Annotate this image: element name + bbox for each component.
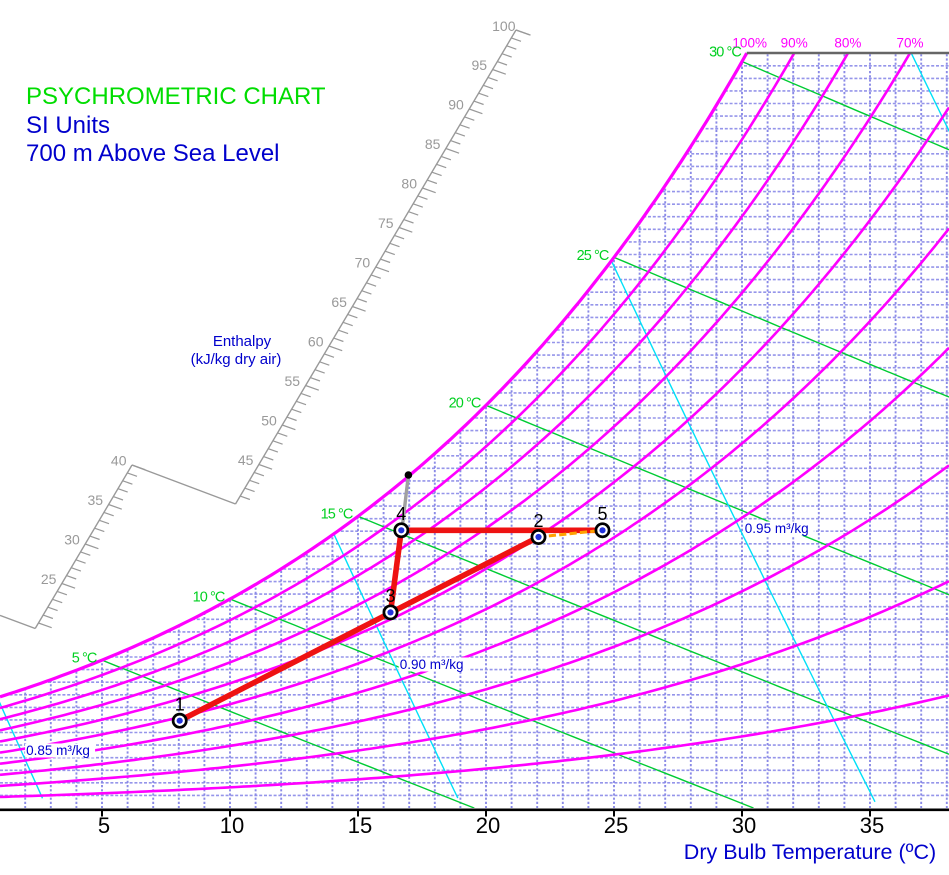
svg-text:80%: 80% xyxy=(834,36,861,51)
svg-text:30: 30 xyxy=(64,532,80,548)
svg-text:3: 3 xyxy=(385,586,395,606)
svg-text:25 °C: 25 °C xyxy=(577,248,609,264)
svg-text:30: 30 xyxy=(732,813,756,838)
svg-text:65: 65 xyxy=(331,294,347,310)
svg-text:5: 5 xyxy=(597,504,607,524)
svg-text:SI Units: SI Units xyxy=(26,112,110,139)
svg-text:35: 35 xyxy=(88,492,104,508)
svg-text:30 °C: 30 °C xyxy=(709,45,741,61)
svg-text:100: 100 xyxy=(492,18,516,34)
svg-text:(kJ/kg dry air): (kJ/kg dry air) xyxy=(191,351,282,368)
svg-text:85: 85 xyxy=(425,136,441,152)
svg-text:15 °C: 15 °C xyxy=(321,507,353,523)
svg-text:15: 15 xyxy=(348,813,372,838)
svg-text:2: 2 xyxy=(533,511,543,531)
svg-text:Enthalpy: Enthalpy xyxy=(213,333,272,350)
svg-text:20 °C: 20 °C xyxy=(449,396,481,412)
svg-text:0.85 m³/kg: 0.85 m³/kg xyxy=(26,743,90,758)
svg-text:1: 1 xyxy=(175,695,185,715)
svg-text:4: 4 xyxy=(396,504,406,524)
svg-text:45: 45 xyxy=(238,452,254,468)
svg-text:25: 25 xyxy=(604,813,628,838)
svg-text:50: 50 xyxy=(261,413,277,429)
svg-text:55: 55 xyxy=(285,373,301,389)
svg-text:80: 80 xyxy=(401,176,417,192)
svg-text:0.90 m³/kg: 0.90 m³/kg xyxy=(400,657,464,672)
svg-text:700 m Above Sea Level: 700 m Above Sea Level xyxy=(26,140,280,167)
svg-text:20: 20 xyxy=(476,813,500,838)
svg-text:100%: 100% xyxy=(732,36,767,51)
svg-text:40: 40 xyxy=(111,453,127,469)
svg-text:70: 70 xyxy=(355,255,371,271)
svg-text:PSYCHROMETRIC CHART: PSYCHROMETRIC CHART xyxy=(26,83,326,110)
svg-text:10: 10 xyxy=(220,813,244,838)
svg-text:25: 25 xyxy=(41,571,57,587)
svg-text:90%: 90% xyxy=(781,36,808,51)
svg-text:0.95 m³/kg: 0.95 m³/kg xyxy=(745,521,809,536)
svg-text:10 °C: 10 °C xyxy=(193,589,225,605)
svg-text:90: 90 xyxy=(448,97,464,113)
svg-text:95: 95 xyxy=(472,57,488,73)
svg-text:60: 60 xyxy=(308,334,324,350)
svg-text:Dry Bulb Temperature (ºC): Dry Bulb Temperature (ºC) xyxy=(684,840,936,864)
svg-text:5 °C: 5 °C xyxy=(72,651,97,667)
svg-text:5: 5 xyxy=(98,813,110,838)
svg-text:70%: 70% xyxy=(896,36,923,51)
svg-text:75: 75 xyxy=(378,215,394,231)
svg-text:35: 35 xyxy=(860,813,884,838)
